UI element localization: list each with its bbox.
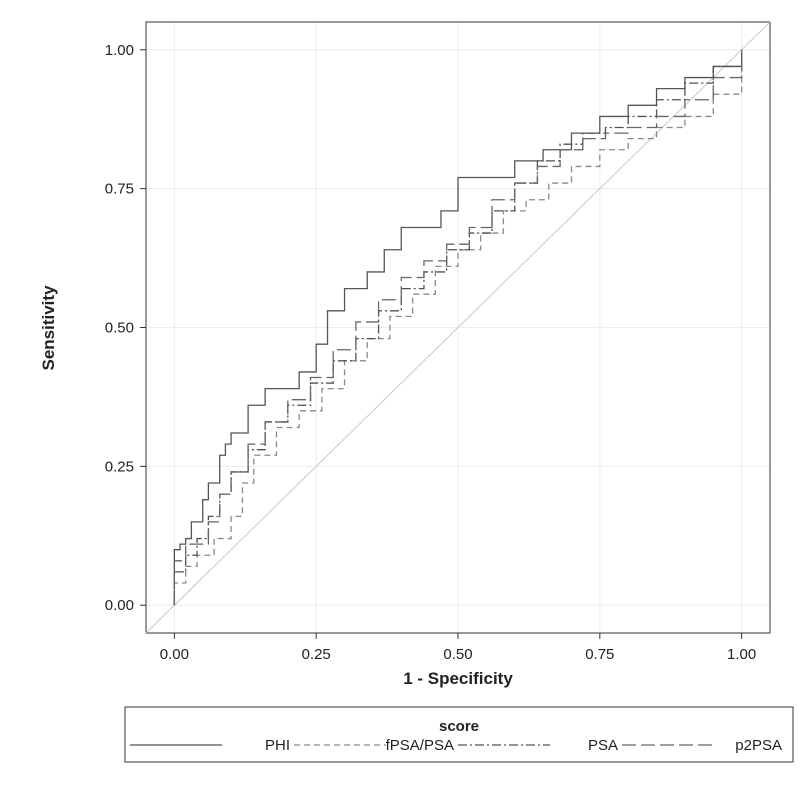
legend-label: PHI (265, 737, 290, 754)
legend-box (124, 706, 794, 763)
x-axis-label: 1 - Specificity (403, 669, 513, 688)
x-tick-label: 0.25 (302, 646, 331, 663)
x-tick-label: 0.75 (585, 646, 614, 663)
y-axis-label: Sensitivity (39, 285, 58, 371)
x-axis-ticks: 0.00 0.25 0.50 0.75 1.00 (160, 633, 756, 663)
reference-line (145, 21, 771, 634)
reference-diagonal (145, 21, 771, 634)
y-axis-ticks: 0.00 0.25 0.50 0.75 1.00 (105, 42, 146, 614)
series-line-p2psa (173, 49, 743, 606)
y-tick-label: 0.50 (105, 320, 134, 337)
y-tick-label: 1.00 (105, 42, 134, 59)
legend-title: score (439, 718, 479, 735)
legend-label: fPSA/PSA (386, 737, 454, 754)
y-tick-label: 0.25 (105, 458, 134, 475)
legend-label: PSA (588, 737, 618, 754)
series-line-fpsa-psa (173, 49, 743, 606)
y-tick-label: 0.00 (105, 597, 134, 614)
series-lines (173, 49, 743, 606)
legend-items: PHI fPSA/PSA PSA p2PSA (130, 737, 782, 754)
series-line-phi (173, 49, 743, 606)
x-tick-label: 1.00 (727, 646, 756, 663)
legend-label: p2PSA (735, 737, 782, 754)
y-tick-label: 0.75 (105, 181, 134, 198)
x-tick-label: 0.50 (443, 646, 472, 663)
legend: score PHI fPSA/PSA PSA p2PSA (124, 706, 794, 763)
x-tick-label: 0.00 (160, 646, 189, 663)
